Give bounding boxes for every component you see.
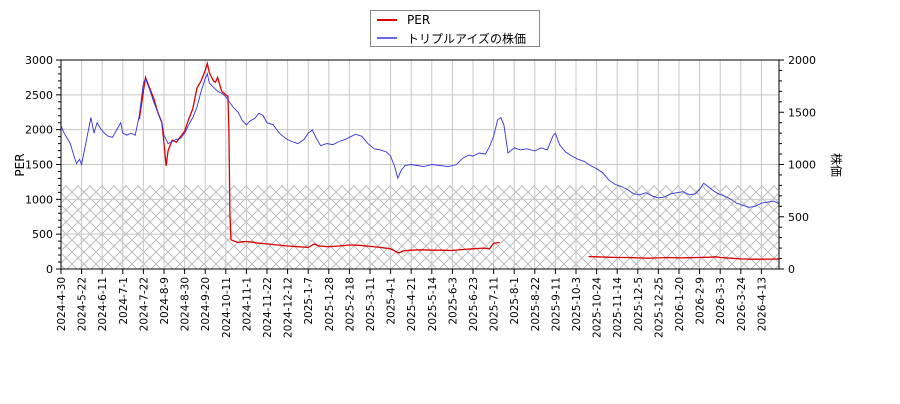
- x-tick-label: 2026-3-24: [736, 277, 748, 332]
- right-tick-label: 2000: [788, 54, 816, 67]
- per-line: [588, 255, 779, 260]
- hatch-area: [61, 185, 779, 269]
- x-tick-label: 2024-8-9: [159, 277, 171, 325]
- left-tick-label: 0: [46, 263, 53, 276]
- x-tick-label: 2025-1-7: [303, 277, 315, 325]
- x-tick-label: 2025-5-14: [427, 277, 439, 332]
- x-tick-label: 2025-6-23: [468, 277, 480, 331]
- x-tick-label: 2024-7-1: [118, 277, 130, 325]
- x-tick-label: 2025-8-22: [530, 277, 542, 331]
- x-tick-label: 2024-11-1: [241, 277, 253, 331]
- x-tick-label: 2025-12-5: [633, 277, 645, 331]
- legend-swatch-stock-price: [377, 37, 397, 39]
- right-tick-label: 1500: [788, 106, 816, 119]
- per-line: [138, 60, 500, 254]
- x-tick-label: 2025-3-11: [365, 277, 377, 331]
- x-tick-label: 2025-11-14: [612, 277, 624, 338]
- x-tick-label: 2024-9-20: [200, 277, 212, 331]
- x-tick-label: 2026-2-9: [695, 277, 707, 325]
- stock-price-line: [61, 72, 779, 208]
- left-tick-label: 2000: [25, 124, 53, 137]
- x-tick-label: 2025-12-25: [653, 277, 665, 338]
- x-tick-label: 2024-5-22: [77, 277, 89, 331]
- right-tick-label: 0: [788, 263, 795, 276]
- left-tick-label: 500: [32, 228, 53, 241]
- x-tick-label: 2025-8-1: [509, 277, 521, 325]
- right-tick-label: 500: [788, 211, 809, 224]
- left-axis-label: PER: [13, 153, 27, 176]
- legend-swatch-per: [377, 19, 397, 21]
- left-tick-label: 2500: [25, 89, 53, 102]
- x-tick-label: 2025-4-21: [406, 277, 418, 331]
- hatched-band: [61, 185, 779, 269]
- x-tick-label: 2024-10-11: [221, 277, 233, 338]
- x-tick-label: 2025-6-3: [447, 277, 459, 325]
- x-tick-label: 2025-10-3: [571, 277, 583, 331]
- right-y-axis: 0 500 1000 1500 2000: [779, 54, 816, 276]
- x-tick-label: 2025-1-28: [324, 277, 336, 331]
- x-tick-label: 2024-6-11: [97, 277, 109, 331]
- right-axis-label: 株価: [829, 153, 844, 177]
- x-tick-label: 2026-3-3: [715, 277, 727, 325]
- left-tick-label: 1000: [25, 193, 53, 206]
- x-tick-label: 2024-8-30: [180, 277, 192, 331]
- legend-item-stock-price: トリプルアイズの株価: [377, 30, 526, 46]
- x-tick-label: 2026-1-20: [674, 277, 686, 331]
- x-tick-label: 2026-4-13: [756, 277, 768, 331]
- x-tick-label: 2025-10-24: [592, 277, 604, 338]
- x-tick-label: 2024-7-22: [138, 277, 150, 331]
- x-tick-label: 2025-7-11: [489, 277, 501, 331]
- left-tick-label: 3000: [25, 54, 53, 67]
- x-tick-label: 2025-4-1: [386, 277, 398, 325]
- legend: PER トリプルアイズの株価: [370, 10, 540, 47]
- legend-label-per: PER: [407, 13, 431, 27]
- right-tick-label: 1000: [788, 159, 816, 172]
- left-y-axis: 0 500 1000 1500 2000 2500 3000: [25, 54, 61, 276]
- series-lines: [61, 60, 779, 260]
- x-tick-label: 2024-12-12: [283, 277, 295, 338]
- legend-item-per: PER: [377, 12, 430, 28]
- x-tick-label: 2025-2-18: [344, 277, 356, 331]
- left-tick-label: 1500: [25, 159, 53, 172]
- legend-label-stock-price: トリプルアイズの株価: [407, 31, 527, 46]
- x-tick-label: 2024-4-30: [56, 277, 68, 331]
- x-tick-label: 2024-11-22: [262, 277, 274, 338]
- x-tick-label: 2025-9-11: [550, 277, 562, 331]
- x-axis: 2024-4-30 2024-5-22 2024-6-11 2024-7-1 2024-…: [56, 269, 768, 338]
